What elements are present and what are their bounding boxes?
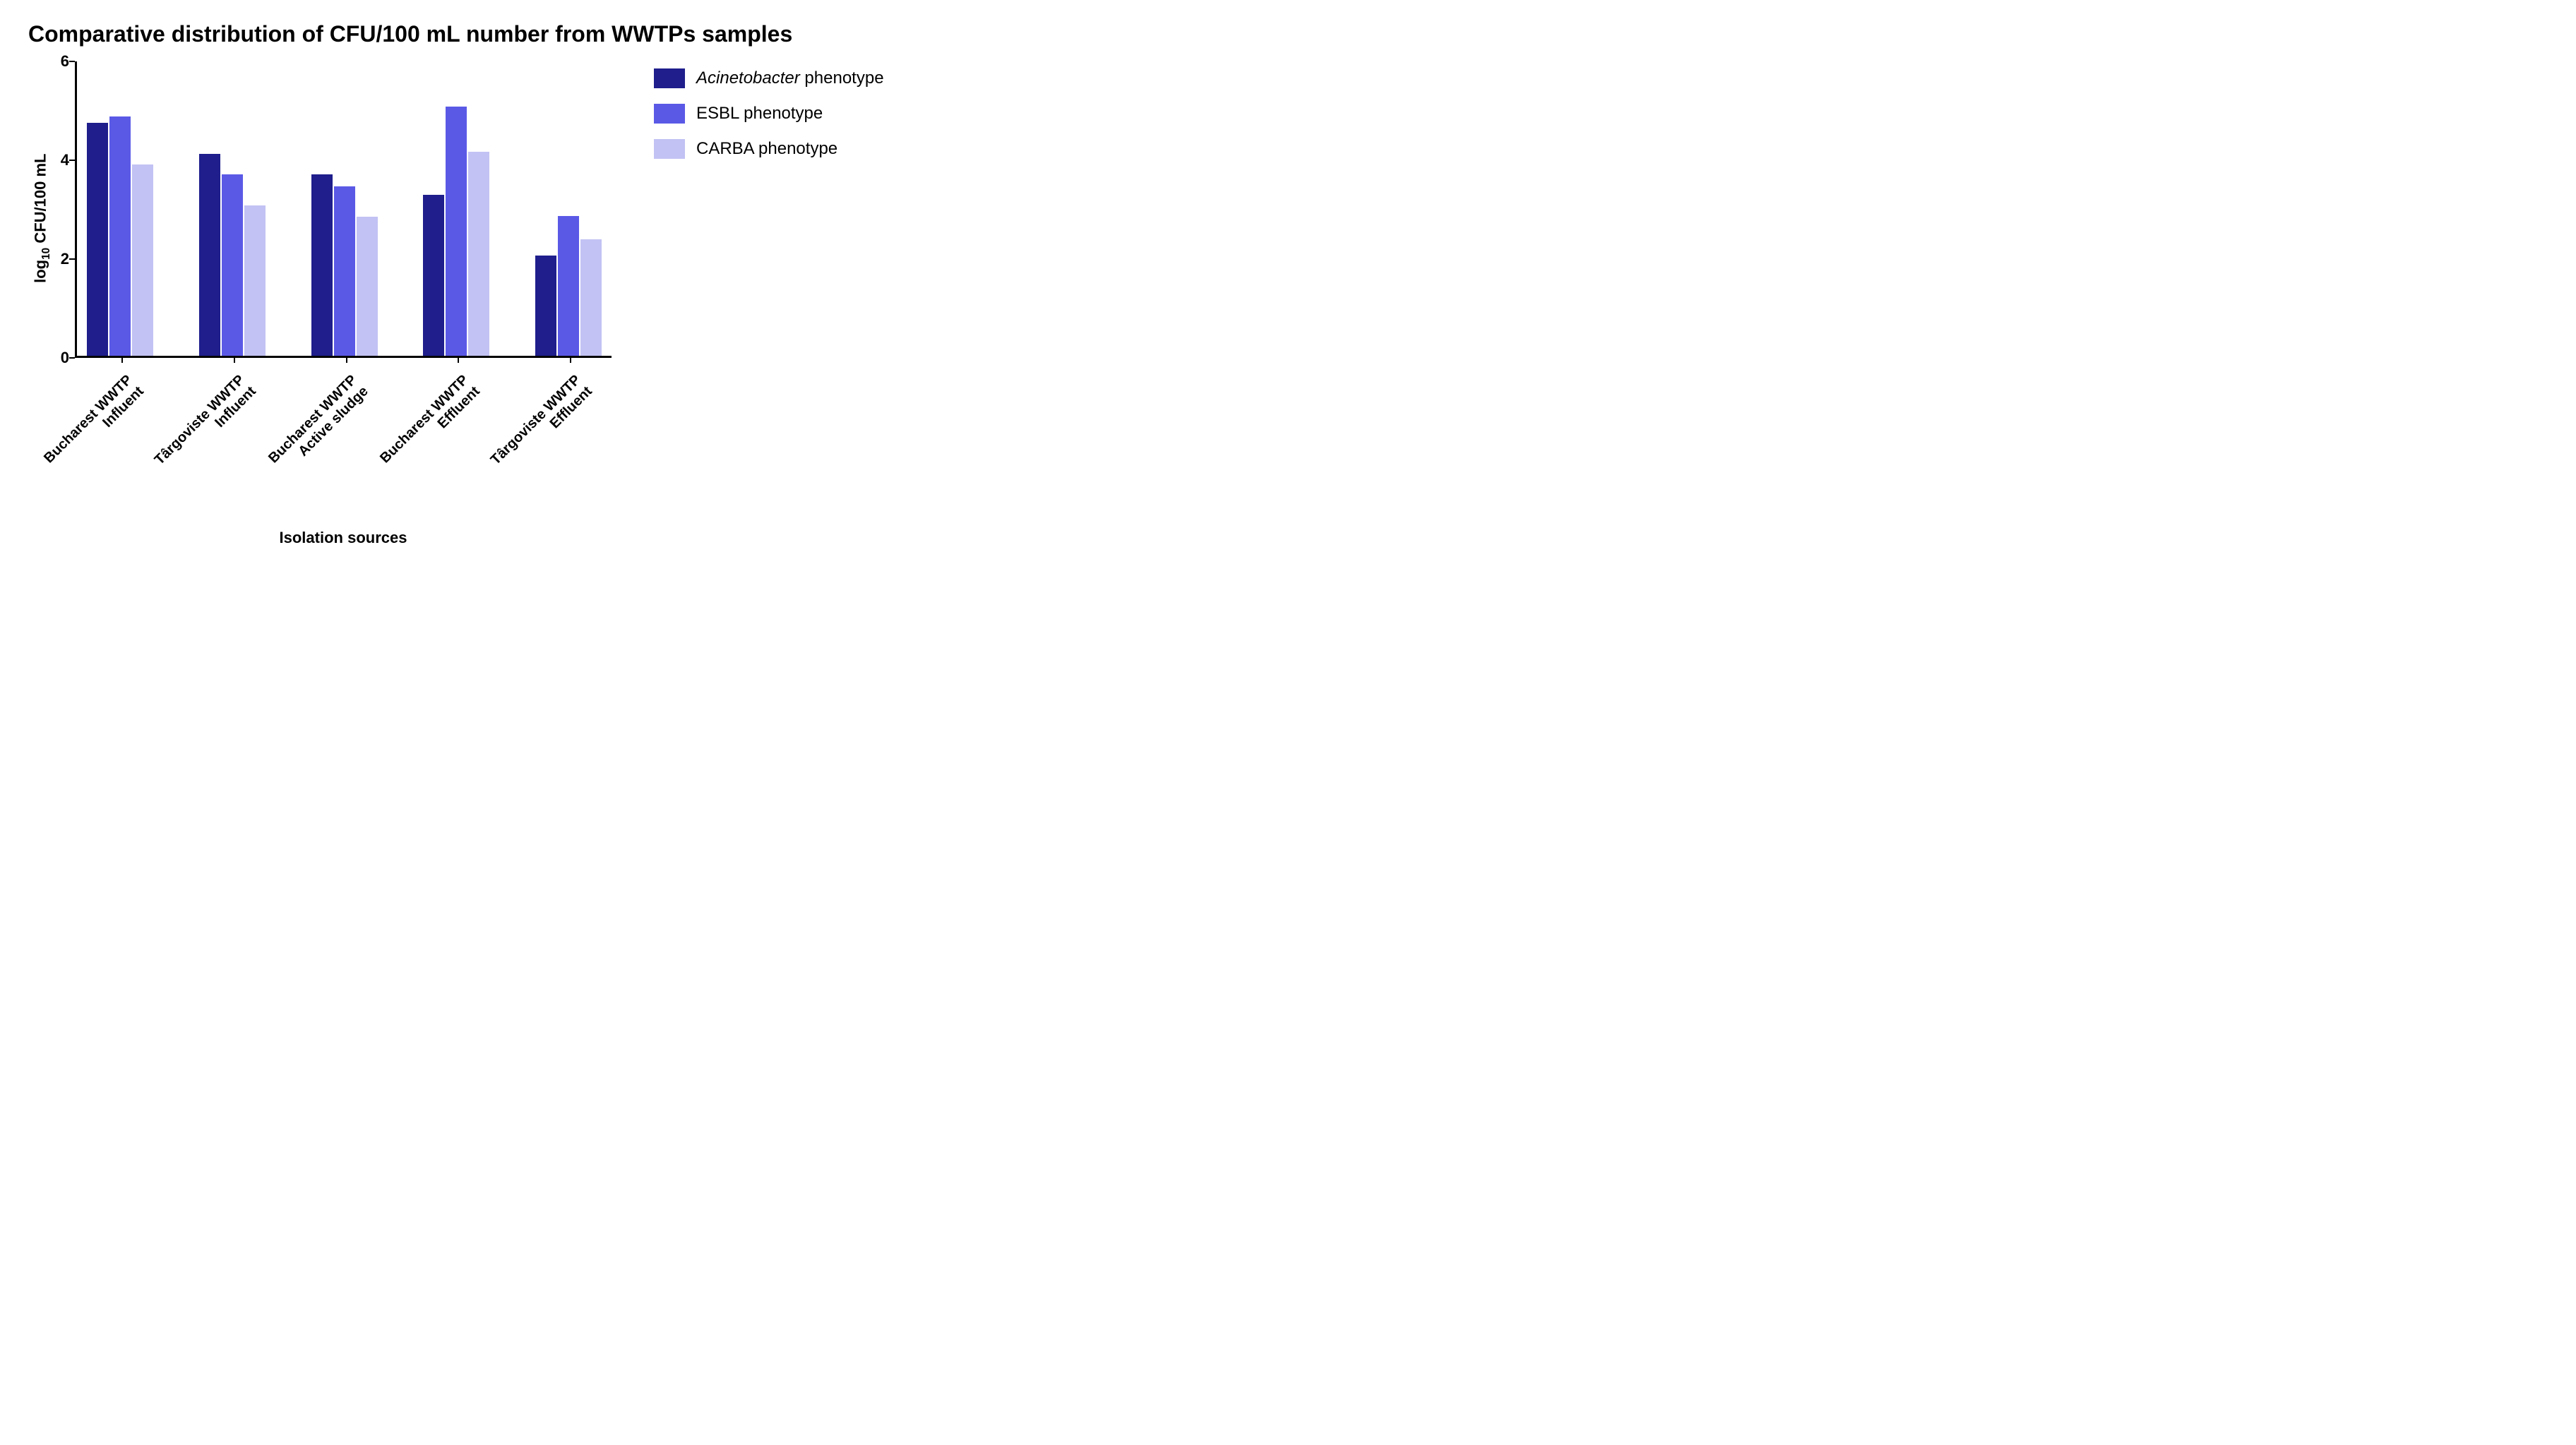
bar-acinetobacter (423, 195, 444, 356)
bar-groups (77, 61, 612, 356)
y-axis-label-wrap: log10 CFU/100 mL (28, 61, 56, 366)
legend-item-acinetobacter: Acinetobacter phenotype (654, 68, 884, 88)
x-tick-label: Bucharest WWTPInfluent (41, 372, 147, 478)
bar-group (311, 174, 378, 356)
bar-esbl (558, 216, 579, 356)
legend-item-esbl: ESBL phenotype (654, 104, 884, 124)
bar-esbl (334, 186, 355, 356)
y-tick-label: 6 (61, 52, 69, 71)
x-axis-label: Isolation sources (75, 529, 612, 547)
bar-acinetobacter (87, 123, 108, 356)
bar-group (199, 154, 266, 356)
x-tick-label: Bucharest WWTPEffluent (377, 372, 483, 478)
bar-esbl (446, 107, 467, 356)
bar-carba (580, 239, 602, 356)
x-tick-label: Bucharest WWTPActive sludge (266, 372, 371, 478)
y-ticks: 0246 (56, 61, 75, 358)
legend-label: ESBL phenotype (696, 104, 823, 124)
y-tick-label: 0 (61, 349, 69, 367)
figure-row: log10 CFU/100 mL 0246 Bucharest WWTPInfl… (28, 61, 1045, 547)
y-tick-mark (69, 61, 75, 62)
legend-swatch (654, 104, 685, 124)
bar-group (423, 107, 489, 356)
y-axis-label: log10 CFU/100 mL (32, 153, 53, 282)
legend: Acinetobacter phenotype ESBL phenotype CAR… (654, 68, 884, 159)
bar-esbl (109, 116, 131, 356)
bar-acinetobacter (311, 174, 333, 356)
bar-acinetobacter (199, 154, 220, 356)
bar-group (87, 116, 153, 356)
bar-group (535, 216, 602, 356)
bar-carba (357, 217, 378, 356)
chart-container: Comparative distribution of CFU/100 mL n… (0, 0, 1073, 575)
legend-label: CARBA phenotype (696, 139, 837, 159)
legend-swatch (654, 68, 685, 88)
x-ticks-area: Bucharest WWTPInfluentTârgoviste WWTPInf… (75, 358, 612, 520)
chart-column: 0246 Bucharest WWTPInfluentTârgoviste WW… (56, 61, 612, 547)
chart-title: Comparative distribution of CFU/100 mL n… (28, 21, 1045, 47)
x-tick-label: Târgoviste WWTPInfluent (152, 372, 260, 480)
legend-label: Acinetobacter phenotype (696, 68, 884, 88)
bar-carba (468, 152, 489, 356)
y-tick-label: 4 (61, 151, 69, 169)
legend-item-carba: CARBA phenotype (654, 139, 884, 159)
bar-carba (244, 205, 266, 356)
y-tick-mark (69, 258, 75, 260)
y-tick-label: 2 (61, 250, 69, 268)
plot-area (75, 61, 612, 358)
legend-swatch (654, 139, 685, 159)
bar-acinetobacter (535, 256, 556, 356)
bar-esbl (222, 174, 243, 356)
y-tick-mark (69, 357, 75, 359)
plot-with-yticks: 0246 (56, 61, 612, 358)
bar-carba (132, 164, 153, 356)
x-tick-label: Târgoviste WWTPEffluent (488, 372, 596, 480)
y-tick-mark (69, 160, 75, 161)
